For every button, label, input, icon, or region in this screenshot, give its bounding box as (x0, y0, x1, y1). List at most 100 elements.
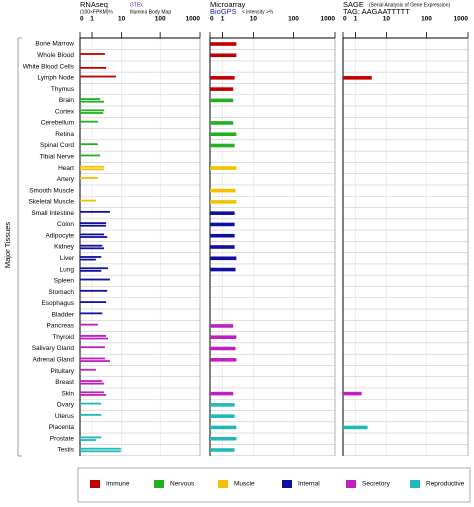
x-tick-label: 0 (210, 16, 214, 23)
bar (80, 323, 98, 326)
tissue-label: Salivary Gland (32, 345, 75, 352)
tissue-label: Ovary (57, 402, 75, 409)
tissue-label: Placenta (49, 424, 75, 431)
bar (80, 335, 107, 337)
legend-label: Immune (106, 481, 130, 488)
bar (80, 439, 96, 441)
x-tick-label: 100 (155, 16, 166, 23)
tissue-label: Kidney (54, 244, 75, 251)
legend-swatch (218, 480, 228, 488)
panel-unit: (100×FPKM)⅔ (80, 9, 113, 15)
tissue-label: Cortex (55, 108, 75, 115)
legend-box (77, 467, 471, 503)
tissue-label: Stomach (48, 289, 74, 296)
tissue-label: Bone Marrow (35, 41, 74, 48)
bar (210, 267, 236, 272)
tissue-label: Testis (57, 447, 74, 454)
source-name: BioGPS (210, 7, 237, 16)
panel-title: RNAseq (80, 0, 108, 9)
tissue-label: White Blood Cells (23, 63, 75, 70)
x-tick-label: 0 (80, 16, 84, 23)
bar (80, 154, 101, 157)
bar (80, 199, 96, 202)
bar (80, 447, 121, 450)
bar (80, 394, 107, 396)
tissue-label: Bladder (52, 311, 75, 318)
x-tick-label: 10 (118, 16, 126, 23)
bar (210, 87, 234, 91)
x-tick-label: 0 (343, 16, 347, 23)
tissue-label: Pancreas (47, 323, 75, 330)
bar (80, 278, 110, 281)
bar (210, 256, 237, 261)
bar (210, 132, 237, 137)
legend-label: Secretory (362, 481, 391, 488)
legend-swatch (154, 480, 164, 488)
legend-label: Reproductive (426, 481, 465, 488)
tissue-label: Colon (57, 221, 74, 228)
bar (80, 98, 101, 100)
bar (210, 98, 234, 103)
x-tick-label: 1000 (454, 16, 469, 23)
panel-unit: (Serial Analysis of Gene Expression) (369, 2, 450, 8)
bar (210, 357, 237, 362)
x-tick-label: 100 (288, 16, 299, 23)
bar (80, 402, 102, 405)
panel-unit: < intensity >⅔ (242, 9, 274, 15)
bar (80, 269, 102, 272)
bar (80, 360, 110, 362)
bar (80, 53, 105, 55)
bar (80, 256, 102, 258)
tissue-label: Small Intestine (31, 210, 74, 217)
tissue-label: Pituitary (51, 368, 75, 375)
tissue-label: Thyroid (52, 334, 74, 341)
tissue-label: Lung (60, 266, 75, 273)
tissue-label: Retina (55, 131, 74, 138)
bar (210, 414, 235, 418)
bar (80, 289, 108, 292)
bar (210, 346, 236, 351)
bar (80, 247, 105, 250)
tissue-label: Skin (61, 390, 74, 397)
tissue-label: Lymph Node (37, 75, 74, 82)
bar (80, 233, 105, 236)
tissue-label: Liver (60, 255, 75, 262)
bar (210, 222, 235, 227)
bar (80, 450, 121, 453)
bar (343, 76, 372, 80)
source-name: Illumina Body Map (130, 9, 171, 15)
bar (80, 165, 105, 168)
bar (210, 335, 237, 340)
tissue-label: Adipocyte (45, 232, 74, 239)
tissue-label: Cerebellum (41, 120, 74, 127)
panel-title: SAGE (343, 0, 364, 9)
legend-label: Nervous (170, 481, 195, 488)
bar (80, 66, 107, 69)
bar (80, 109, 105, 112)
bar (80, 391, 105, 394)
bar (80, 380, 103, 382)
x-tick-label: 10 (383, 16, 391, 23)
bar (210, 53, 237, 58)
bar (80, 413, 102, 416)
legend-swatch (346, 480, 356, 488)
bar (210, 324, 234, 328)
bar (210, 436, 237, 441)
x-tick-label: 1000 (321, 16, 336, 23)
tissue-label: Prostate (50, 435, 75, 442)
tissue-label: Smooth Muscle (29, 187, 74, 194)
bar (210, 245, 235, 249)
bar (210, 448, 235, 452)
bar (80, 120, 98, 123)
bar (80, 312, 103, 315)
y-axis-label: Major Tissues (3, 222, 12, 269)
tissue-label: Spleen (54, 278, 75, 285)
bar (80, 301, 107, 303)
tissue-label: Artery (57, 176, 75, 183)
bar (210, 76, 235, 80)
tissue-label: Whole Blood (37, 52, 74, 59)
bar (210, 403, 235, 407)
bar (210, 121, 234, 125)
bar (80, 244, 103, 247)
bar (80, 168, 105, 171)
